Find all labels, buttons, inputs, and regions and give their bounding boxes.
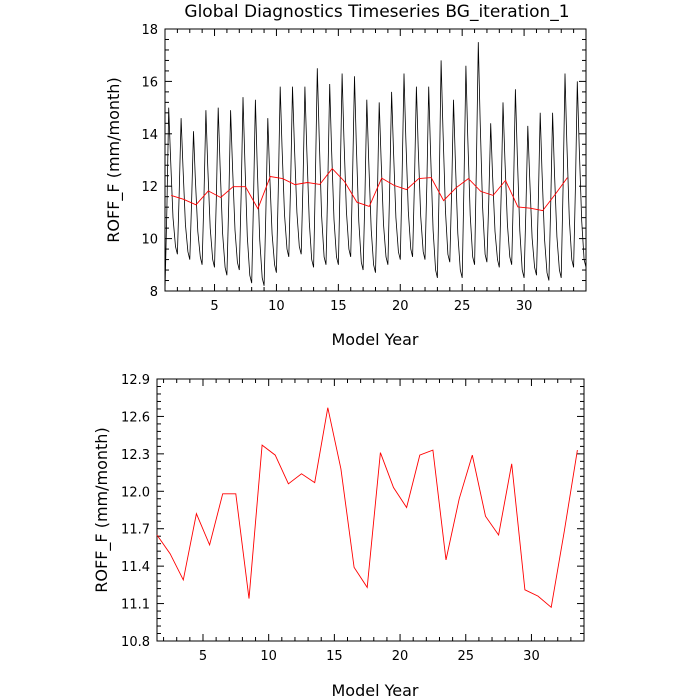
bottom-x-axis-label: Model Year [332, 681, 419, 700]
bottom-x-tick-labels: 5 10 15 20 25 30 [199, 649, 540, 664]
top-x-tick-labels: 5 10 15 20 25 30 [210, 299, 532, 314]
x-tick-label: 25 [457, 649, 474, 664]
y-tick-label: 12.9 [121, 373, 150, 388]
x-tick-label: 15 [326, 649, 343, 664]
bottom-plot-frame [156, 378, 585, 642]
x-tick-label: 10 [268, 299, 285, 314]
top-tick-marks [164, 28, 587, 292]
x-tick-label: 30 [516, 299, 533, 314]
bottom-y-axis-label: ROFF_F (mm/month) [92, 427, 112, 592]
x-tick-label: 15 [330, 299, 347, 314]
top-series-group [164, 42, 587, 292]
monthly-series-line [164, 42, 587, 292]
x-tick-label: 5 [210, 299, 218, 314]
x-tick-label: 30 [523, 649, 540, 664]
top-chart-panel: Global Diagnostics Timeseries BG_iterati… [104, 2, 587, 349]
bottom-series-group [156, 407, 578, 609]
top-x-axis-label: Model Year [332, 330, 419, 349]
annual-mean-line [171, 167, 568, 212]
x-tick-label: 20 [392, 299, 409, 314]
chart-title: Global Diagnostics Timeseries BG_iterati… [184, 2, 569, 22]
top-y-axis-label: ROFF_F (mm/month) [104, 77, 124, 242]
bottom-tick-marks [157, 378, 585, 642]
y-tick-label: 10 [141, 233, 158, 248]
top-plot-frame [164, 28, 587, 292]
bottom-chart-panel: 5 10 15 20 25 30 10.8 11.1 11.4 11.7 12.0 12.3 12.6… [92, 373, 585, 700]
y-tick-label: 18 [141, 23, 158, 38]
x-tick-label: 10 [260, 649, 277, 664]
y-tick-label: 10.8 [121, 635, 150, 650]
x-tick-label: 20 [392, 649, 409, 664]
y-tick-label: 8 [150, 285, 158, 300]
y-tick-label: 12.0 [121, 485, 150, 500]
x-tick-label: 25 [454, 299, 471, 314]
x-tick-label: 5 [199, 649, 207, 664]
top-y-tick-labels: 8 10 12 14 16 18 [141, 23, 158, 300]
y-tick-label: 12.6 [121, 410, 150, 425]
y-tick-label: 14 [141, 128, 158, 143]
y-tick-label: 12.3 [121, 448, 150, 463]
y-tick-label: 11.7 [121, 523, 150, 538]
y-tick-label: 11.1 [121, 598, 150, 613]
bottom-y-tick-labels: 10.8 11.1 11.4 11.7 12.0 12.3 12.6 12.9 [121, 373, 150, 650]
y-tick-label: 12 [141, 180, 158, 195]
y-tick-label: 16 [141, 75, 158, 90]
y-tick-label: 11.4 [121, 560, 150, 575]
annual-mean-line [156, 407, 578, 609]
